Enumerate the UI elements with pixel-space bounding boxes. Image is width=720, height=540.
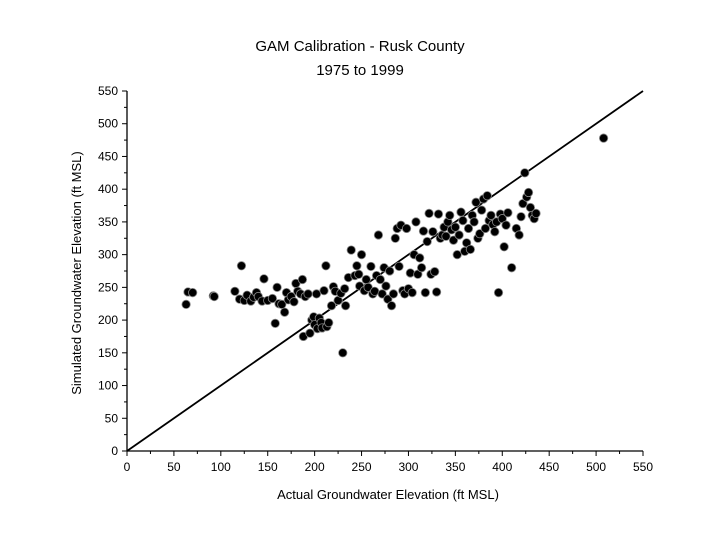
data-point — [494, 288, 502, 296]
data-point — [515, 231, 523, 239]
x-tick-label: 50 — [167, 460, 181, 474]
data-point — [412, 218, 420, 226]
y-tick-label: 350 — [98, 215, 118, 229]
data-point — [532, 209, 540, 217]
scatter-chart: GAM Calibration - Rusk County 1975 to 19… — [0, 0, 720, 540]
data-point — [273, 283, 281, 291]
y-tick-label: 550 — [98, 84, 118, 98]
x-tick-label: 250 — [352, 460, 372, 474]
y-tick-label: 150 — [98, 346, 118, 360]
data-point — [524, 188, 532, 196]
data-point — [347, 246, 355, 254]
x-tick-label: 550 — [633, 460, 653, 474]
chart-subtitle: 1975 to 1999 — [316, 62, 404, 79]
x-tick-label: 400 — [492, 460, 512, 474]
data-point — [355, 270, 363, 278]
data-point — [271, 319, 279, 327]
data-point — [429, 228, 437, 236]
data-point — [362, 275, 370, 283]
data-point — [341, 301, 349, 309]
x-tick-label: 100 — [211, 460, 231, 474]
y-tick-label: 50 — [105, 411, 119, 425]
data-point — [459, 216, 467, 224]
data-point — [423, 237, 431, 245]
data-point — [210, 292, 218, 300]
y-tick-label: 100 — [98, 379, 118, 393]
data-point — [395, 262, 403, 270]
x-axis-label: Actual Groundwater Elevation (ft MSL) — [277, 487, 499, 502]
data-point — [483, 192, 491, 200]
x-tick-label: 200 — [305, 460, 325, 474]
data-point — [382, 282, 390, 290]
data-point — [237, 262, 245, 270]
data-point — [491, 228, 499, 236]
data-point — [477, 206, 485, 214]
data-point — [434, 210, 442, 218]
data-point — [419, 227, 427, 235]
data-point — [387, 301, 395, 309]
y-tick-label: 250 — [98, 280, 118, 294]
data-point — [416, 254, 424, 262]
data-point — [367, 262, 375, 270]
data-point — [306, 329, 314, 337]
y-tick-label: 0 — [111, 444, 118, 458]
y-tick-label: 450 — [98, 149, 118, 163]
data-point — [339, 349, 347, 357]
y-tick-label: 300 — [98, 248, 118, 262]
data-point — [385, 267, 393, 275]
data-point — [188, 288, 196, 296]
chart-title: GAM Calibration - Rusk County — [255, 38, 465, 55]
data-point — [417, 264, 425, 272]
data-point — [391, 234, 399, 242]
data-point — [470, 218, 478, 226]
data-point — [451, 223, 459, 231]
y-tick-label: 400 — [98, 182, 118, 196]
data-point — [507, 264, 515, 272]
y-axis-label: Simulated Groundwater Elevation (ft MSL) — [69, 151, 84, 395]
data-point — [425, 209, 433, 217]
data-point — [280, 308, 288, 316]
data-point — [431, 267, 439, 275]
data-point — [260, 275, 268, 283]
x-tick-label: 450 — [539, 460, 559, 474]
data-point — [357, 250, 365, 258]
data-point — [504, 209, 512, 217]
data-point — [320, 286, 328, 294]
data-point — [455, 231, 463, 239]
data-point — [322, 262, 330, 270]
y-tick-label: 500 — [98, 117, 118, 131]
data-point — [298, 275, 306, 283]
data-point — [304, 290, 312, 298]
data-point — [500, 243, 508, 251]
x-tick-label: 300 — [398, 460, 418, 474]
x-tick-label: 350 — [445, 460, 465, 474]
data-point — [457, 208, 465, 216]
x-tick-label: 500 — [586, 460, 606, 474]
data-point — [421, 288, 429, 296]
data-point — [231, 287, 239, 295]
data-point — [340, 284, 348, 292]
data-point — [290, 298, 298, 306]
x-tick-label: 0 — [124, 460, 131, 474]
data-point — [517, 212, 525, 220]
data-point — [599, 134, 607, 142]
data-point — [408, 288, 416, 296]
x-tick-label: 150 — [258, 460, 278, 474]
data-point — [521, 169, 529, 177]
data-point — [466, 245, 474, 253]
data-point — [182, 300, 190, 308]
data-point — [325, 319, 333, 327]
data-point — [402, 224, 410, 232]
data-point — [432, 288, 440, 296]
y-tick-label: 200 — [98, 313, 118, 327]
data-point — [374, 231, 382, 239]
data-point — [481, 224, 489, 232]
data-point — [389, 290, 397, 298]
data-point — [353, 262, 361, 270]
data-point — [406, 269, 414, 277]
data-point — [502, 221, 510, 229]
data-point — [446, 211, 454, 219]
